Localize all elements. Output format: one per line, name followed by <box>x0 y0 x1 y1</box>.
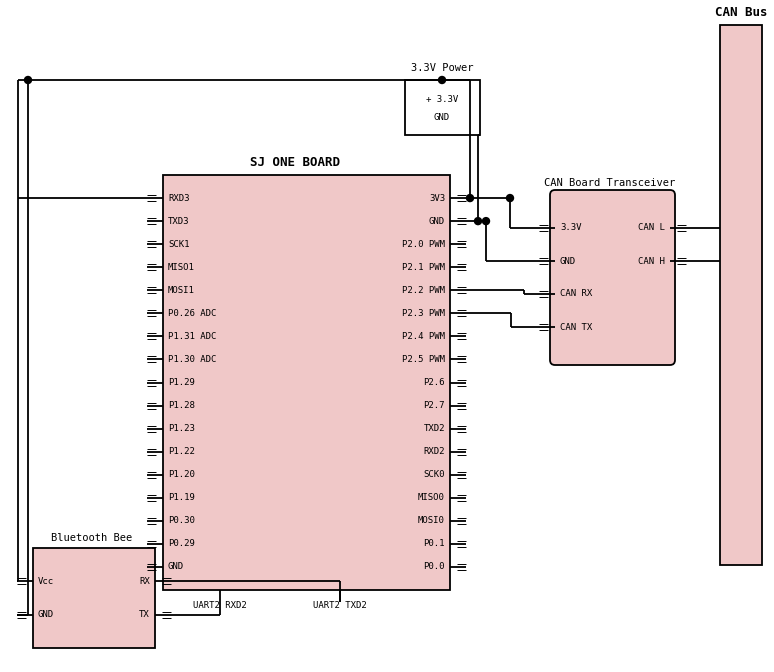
Text: P0.0: P0.0 <box>423 562 445 571</box>
Text: P0.30: P0.30 <box>168 516 195 526</box>
Text: UART2 TXD2: UART2 TXD2 <box>313 601 367 610</box>
Text: GND: GND <box>434 114 450 122</box>
Bar <box>163 175 450 590</box>
Circle shape <box>25 77 32 83</box>
Text: P0.29: P0.29 <box>168 540 195 548</box>
Text: P1.31 ADC: P1.31 ADC <box>168 332 217 341</box>
Text: P2.4 PWM: P2.4 PWM <box>402 332 445 341</box>
Text: MISO1: MISO1 <box>168 263 195 271</box>
Text: GND: GND <box>168 562 184 571</box>
Text: Bluetooth Bee: Bluetooth Bee <box>51 533 132 543</box>
Text: GND: GND <box>38 610 54 619</box>
Text: P2.7: P2.7 <box>423 401 445 410</box>
Text: + 3.3V: + 3.3V <box>426 95 458 105</box>
Text: P2.6: P2.6 <box>423 378 445 387</box>
Text: P2.1 PWM: P2.1 PWM <box>402 263 445 271</box>
Text: P0.1: P0.1 <box>423 540 445 548</box>
Text: TXD3: TXD3 <box>168 216 190 226</box>
Text: CAN H: CAN H <box>638 257 665 265</box>
Text: CAN TX: CAN TX <box>560 323 592 331</box>
Text: CAN RX: CAN RX <box>560 290 592 298</box>
Circle shape <box>506 195 513 202</box>
Text: P1.20: P1.20 <box>168 470 195 479</box>
Text: 3V3: 3V3 <box>429 194 445 202</box>
Text: P0.26 ADC: P0.26 ADC <box>168 309 217 318</box>
Circle shape <box>467 195 474 202</box>
FancyBboxPatch shape <box>550 190 675 365</box>
Text: Vcc: Vcc <box>38 577 54 586</box>
Text: CAN Bus: CAN Bus <box>714 7 767 19</box>
Text: MOSI0: MOSI0 <box>418 516 445 526</box>
Text: TX: TX <box>139 610 150 619</box>
Text: MOSI1: MOSI1 <box>168 286 195 295</box>
Text: P2.3 PWM: P2.3 PWM <box>402 309 445 318</box>
Text: P1.29: P1.29 <box>168 378 195 387</box>
Text: 3.3V: 3.3V <box>560 224 581 233</box>
Circle shape <box>474 218 481 224</box>
Text: P1.30 ADC: P1.30 ADC <box>168 355 217 364</box>
Text: P1.28: P1.28 <box>168 401 195 410</box>
Text: RXD2: RXD2 <box>423 447 445 456</box>
Text: P2.2 PWM: P2.2 PWM <box>402 286 445 295</box>
Text: UART2 RXD2: UART2 RXD2 <box>194 601 247 610</box>
Text: SCK0: SCK0 <box>423 470 445 479</box>
Text: CAN L: CAN L <box>638 224 665 233</box>
Text: SCK1: SCK1 <box>168 240 190 249</box>
Bar <box>33 548 155 648</box>
Circle shape <box>439 77 446 83</box>
Bar <box>405 80 480 135</box>
Text: GND: GND <box>560 257 576 265</box>
Text: TXD2: TXD2 <box>423 424 445 433</box>
Text: P1.23: P1.23 <box>168 424 195 433</box>
Bar <box>720 25 762 565</box>
Text: P2.0 PWM: P2.0 PWM <box>402 240 445 249</box>
Text: SJ ONE BOARD: SJ ONE BOARD <box>250 155 340 169</box>
Text: GND: GND <box>429 216 445 226</box>
Text: P1.19: P1.19 <box>168 493 195 502</box>
Text: 3.3V Power: 3.3V Power <box>411 63 473 73</box>
Text: RXD3: RXD3 <box>168 194 190 202</box>
Text: CAN Board Transceiver: CAN Board Transceiver <box>544 178 676 188</box>
Circle shape <box>482 218 489 224</box>
Text: P2.5 PWM: P2.5 PWM <box>402 355 445 364</box>
Text: P1.22: P1.22 <box>168 447 195 456</box>
Text: MISO0: MISO0 <box>418 493 445 502</box>
Text: RX: RX <box>139 577 150 586</box>
